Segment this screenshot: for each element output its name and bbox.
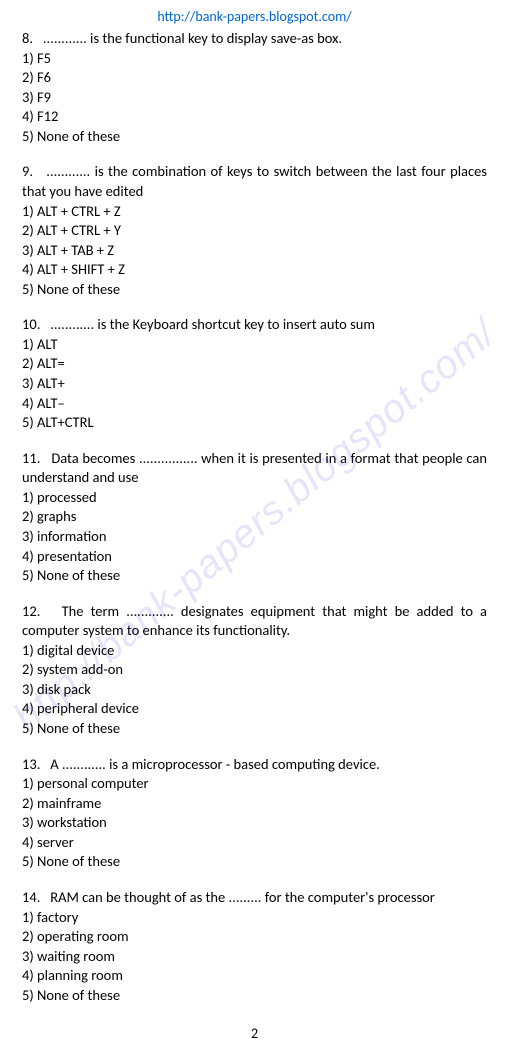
question-number: 12. bbox=[22, 602, 40, 620]
question-body: The term ............. designates equipm… bbox=[22, 602, 487, 640]
question-text: 8. ............ is the functional key to… bbox=[22, 29, 487, 49]
option: 5) None of these bbox=[22, 280, 487, 300]
page: http://bank-papers.blogspot.com/ http://… bbox=[0, 0, 509, 1056]
question-body: ............ is the combination of keys … bbox=[22, 162, 487, 200]
question-number: 14. bbox=[22, 888, 40, 906]
option: 1) personal computer bbox=[22, 774, 487, 794]
question-number: 9. bbox=[22, 162, 33, 180]
option: 2) operating room bbox=[22, 927, 487, 947]
question-body: A ............ is a microprocessor - bas… bbox=[50, 755, 380, 773]
option: 3) F9 bbox=[22, 88, 487, 108]
question-text: 9. ............ is the combination of ke… bbox=[22, 162, 487, 201]
option: 5) ALT+CTRL bbox=[22, 413, 487, 433]
option: 4) planning room bbox=[22, 966, 487, 986]
question-text: 14. RAM can be thought of as the .......… bbox=[22, 888, 487, 908]
option: 1) processed bbox=[22, 488, 487, 508]
option: 5) None of these bbox=[22, 719, 487, 739]
option: 4) ALT + SHIFT + Z bbox=[22, 260, 487, 280]
question-body: Data becomes ................ when it is… bbox=[22, 449, 487, 487]
option: 4) F12 bbox=[22, 107, 487, 127]
option: 4) server bbox=[22, 833, 487, 853]
option: 2) mainframe bbox=[22, 794, 487, 814]
question-13: 13. A ............ is a microprocessor -… bbox=[22, 755, 487, 872]
question-11: 11. Data becomes ................ when i… bbox=[22, 449, 487, 586]
option: 2) F6 bbox=[22, 68, 487, 88]
question-number: 13. bbox=[22, 755, 40, 773]
option: 4) presentation bbox=[22, 547, 487, 567]
question-number: 11. bbox=[22, 449, 40, 467]
question-body: RAM can be thought of as the ......... f… bbox=[50, 888, 435, 906]
question-number: 10. bbox=[22, 315, 40, 333]
option: 3) workstation bbox=[22, 813, 487, 833]
option: 3) disk pack bbox=[22, 680, 487, 700]
question-body: ............ is the Keyboard shortcut ke… bbox=[50, 315, 375, 333]
option: 1) digital device bbox=[22, 641, 487, 661]
question-12: 12. The term ............. designates eq… bbox=[22, 602, 487, 739]
option: 2) graphs bbox=[22, 507, 487, 527]
option: 5) None of these bbox=[22, 127, 487, 147]
question-text: 13. A ............ is a microprocessor -… bbox=[22, 755, 487, 775]
option: 2) system add-on bbox=[22, 660, 487, 680]
question-14: 14. RAM can be thought of as the .......… bbox=[22, 888, 487, 1005]
option: 3) waiting room bbox=[22, 947, 487, 967]
option: 3) ALT + TAB + Z bbox=[22, 241, 487, 261]
question-8: 8. ............ is the functional key to… bbox=[22, 29, 487, 146]
option: 1) F5 bbox=[22, 49, 487, 69]
question-text: 12. The term ............. designates eq… bbox=[22, 602, 487, 641]
page-number: 2 bbox=[0, 1025, 509, 1042]
option: 2) ALT= bbox=[22, 354, 487, 374]
option: 3) information bbox=[22, 527, 487, 547]
question-number: 8. bbox=[22, 29, 33, 47]
question-text: 11. Data becomes ................ when i… bbox=[22, 449, 487, 488]
question-text: 10. ............ is the Keyboard shortcu… bbox=[22, 315, 487, 335]
question-body: ............ is the functional key to di… bbox=[43, 29, 342, 47]
question-10: 10. ............ is the Keyboard shortcu… bbox=[22, 315, 487, 432]
option: 4) peripheral device bbox=[22, 699, 487, 719]
option: 5) None of these bbox=[22, 986, 487, 1006]
question-9: 9. ............ is the combination of ke… bbox=[22, 162, 487, 299]
option: 3) ALT+ bbox=[22, 374, 487, 394]
option: 4) ALT– bbox=[22, 394, 487, 414]
option: 5) None of these bbox=[22, 852, 487, 872]
header-url: http://bank-papers.blogspot.com/ bbox=[22, 8, 487, 25]
option: 5) None of these bbox=[22, 566, 487, 586]
option: 1) factory bbox=[22, 908, 487, 928]
option: 2) ALT + CTRL + Y bbox=[22, 221, 487, 241]
option: 1) ALT bbox=[22, 335, 487, 355]
option: 1) ALT + CTRL + Z bbox=[22, 202, 487, 222]
